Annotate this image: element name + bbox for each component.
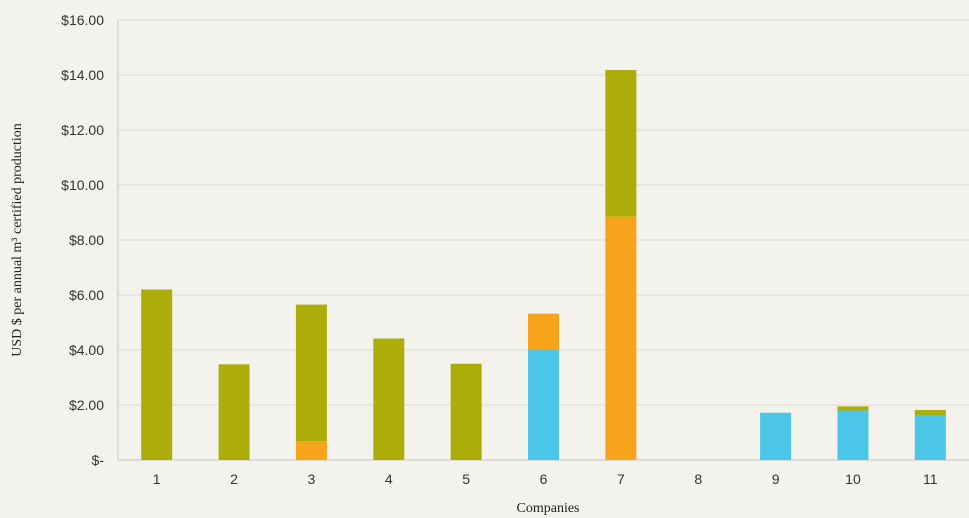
x-tick-label: 2 <box>230 471 238 487</box>
bar-segment <box>141 289 173 460</box>
bar-segment <box>450 363 482 460</box>
x-tick-label: 8 <box>694 471 702 487</box>
x-tick-label: 5 <box>462 471 470 487</box>
y-tick-label: $2.00 <box>69 397 104 413</box>
x-tick-label: 1 <box>153 471 161 487</box>
bar-segment <box>837 406 869 411</box>
bar-segment <box>605 70 637 217</box>
y-tick-label: $14.00 <box>61 67 104 83</box>
bar-segment <box>837 410 869 460</box>
y-axis-tick-labels: $- $2.00 $4.00 $6.00 $8.00 $10.00 $12.00 $14.00… <box>61 12 104 468</box>
y-tick-label: $12.00 <box>61 122 104 138</box>
x-tick-label: 3 <box>308 471 316 487</box>
x-tick-label: 6 <box>540 471 548 487</box>
y-axis-title: USD $ per annual m³ certified production <box>10 123 25 357</box>
bar-segment <box>218 364 250 460</box>
x-tick-label: 9 <box>772 471 780 487</box>
x-axis-tick-labels: 1 2 3 4 5 6 7 8 9 10 11 <box>153 471 938 487</box>
x-tick-label: 7 <box>617 471 625 487</box>
bar-segment <box>528 350 559 460</box>
bar-segment <box>914 415 946 460</box>
x-axis-title: Companies <box>517 501 580 516</box>
x-tick-label: 11 <box>923 471 938 487</box>
bar-segment <box>914 409 946 416</box>
gridlines <box>117 19 969 461</box>
bar-segment <box>373 338 405 460</box>
y-tick-label: $16.00 <box>61 12 104 28</box>
x-tick-label: 4 <box>385 471 393 487</box>
y-tick-label: $10.00 <box>61 177 104 193</box>
y-tick-label: $6.00 <box>69 287 104 303</box>
bar-segment <box>605 216 637 460</box>
bar-segment <box>295 304 327 442</box>
bars <box>141 70 946 460</box>
y-tick-label: $8.00 <box>69 232 104 248</box>
bar-segment <box>295 441 327 460</box>
x-tick-label: 10 <box>845 471 861 487</box>
y-tick-label: $- <box>92 452 105 468</box>
y-tick-label: $4.00 <box>69 342 104 358</box>
bar-segment <box>528 313 559 350</box>
bar-segment <box>760 412 792 460</box>
